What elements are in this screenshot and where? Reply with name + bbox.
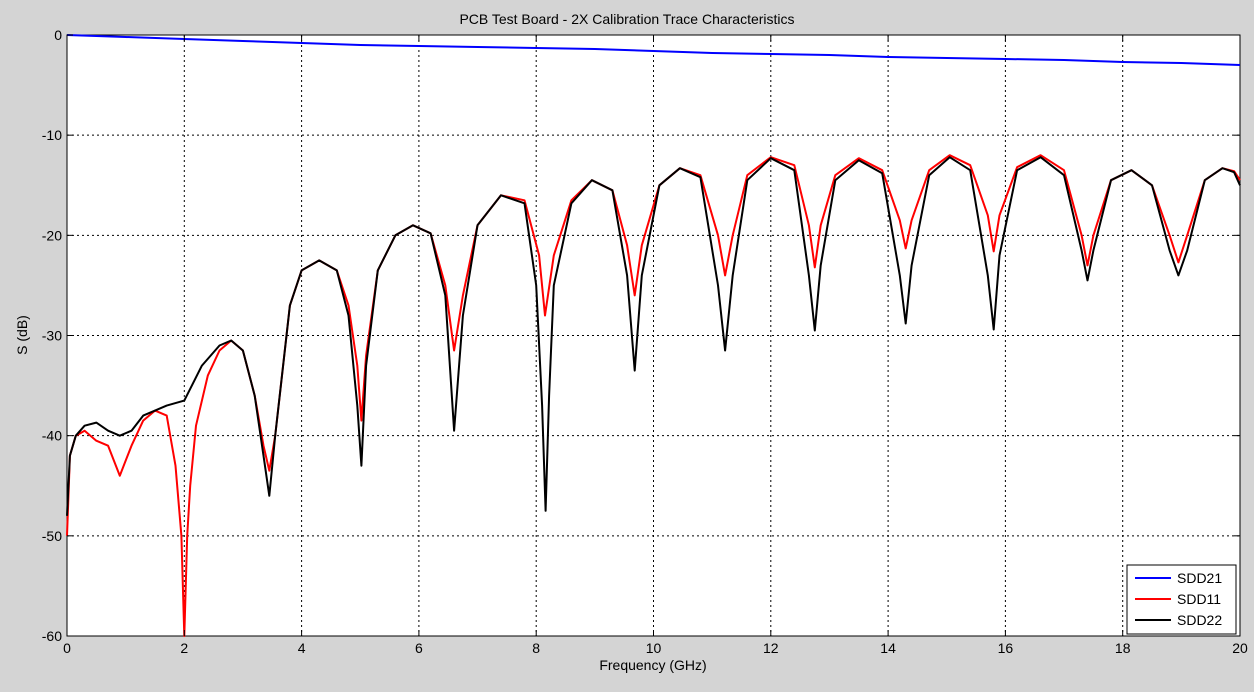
x-tick-label: 16 [998,640,1014,656]
grid [67,35,1240,636]
legend-label: SDD21 [1177,570,1222,586]
y-tick-label: -60 [42,628,62,644]
y-tick-label: -30 [42,328,62,344]
y-tick-label: -10 [42,127,62,143]
y-tick-label: -20 [42,227,62,243]
x-tick-label: 12 [763,640,779,656]
x-tick-label: 4 [298,640,306,656]
chart-title: PCB Test Board - 2X Calibration Trace Ch… [459,11,794,27]
x-tick-label: 2 [180,640,188,656]
legend: SDD21 SDD11 SDD22 [1126,564,1237,635]
x-tick-label: 18 [1115,640,1131,656]
y-tick-label: -50 [42,528,62,544]
x-tick-label: 10 [646,640,662,656]
y-tick-label: -40 [42,428,62,444]
y-tick-label: 0 [54,27,62,43]
x-tick-label: 6 [415,640,423,656]
x-tick-label: 20 [1232,640,1248,656]
y-axis-label: S (dB) [14,315,30,355]
legend-label: SDD11 [1177,591,1221,607]
legend-label: SDD22 [1177,612,1222,628]
series-line-sdd22 [66,156,1241,516]
x-axis-label: Frequency (GHz) [599,657,706,673]
x-tick-label: 0 [63,640,71,656]
x-tick-label: 14 [880,640,896,656]
series-line-sdd21 [66,34,1241,66]
axis-ticks: 0 2 4 6 8 10 12 14 16 18 20 0 -10 -20 -30 -40 -50 -60 [42,27,1248,656]
x-tick-label: 8 [532,640,540,656]
series-group [66,34,1241,637]
series-line-sdd11 [66,154,1241,637]
